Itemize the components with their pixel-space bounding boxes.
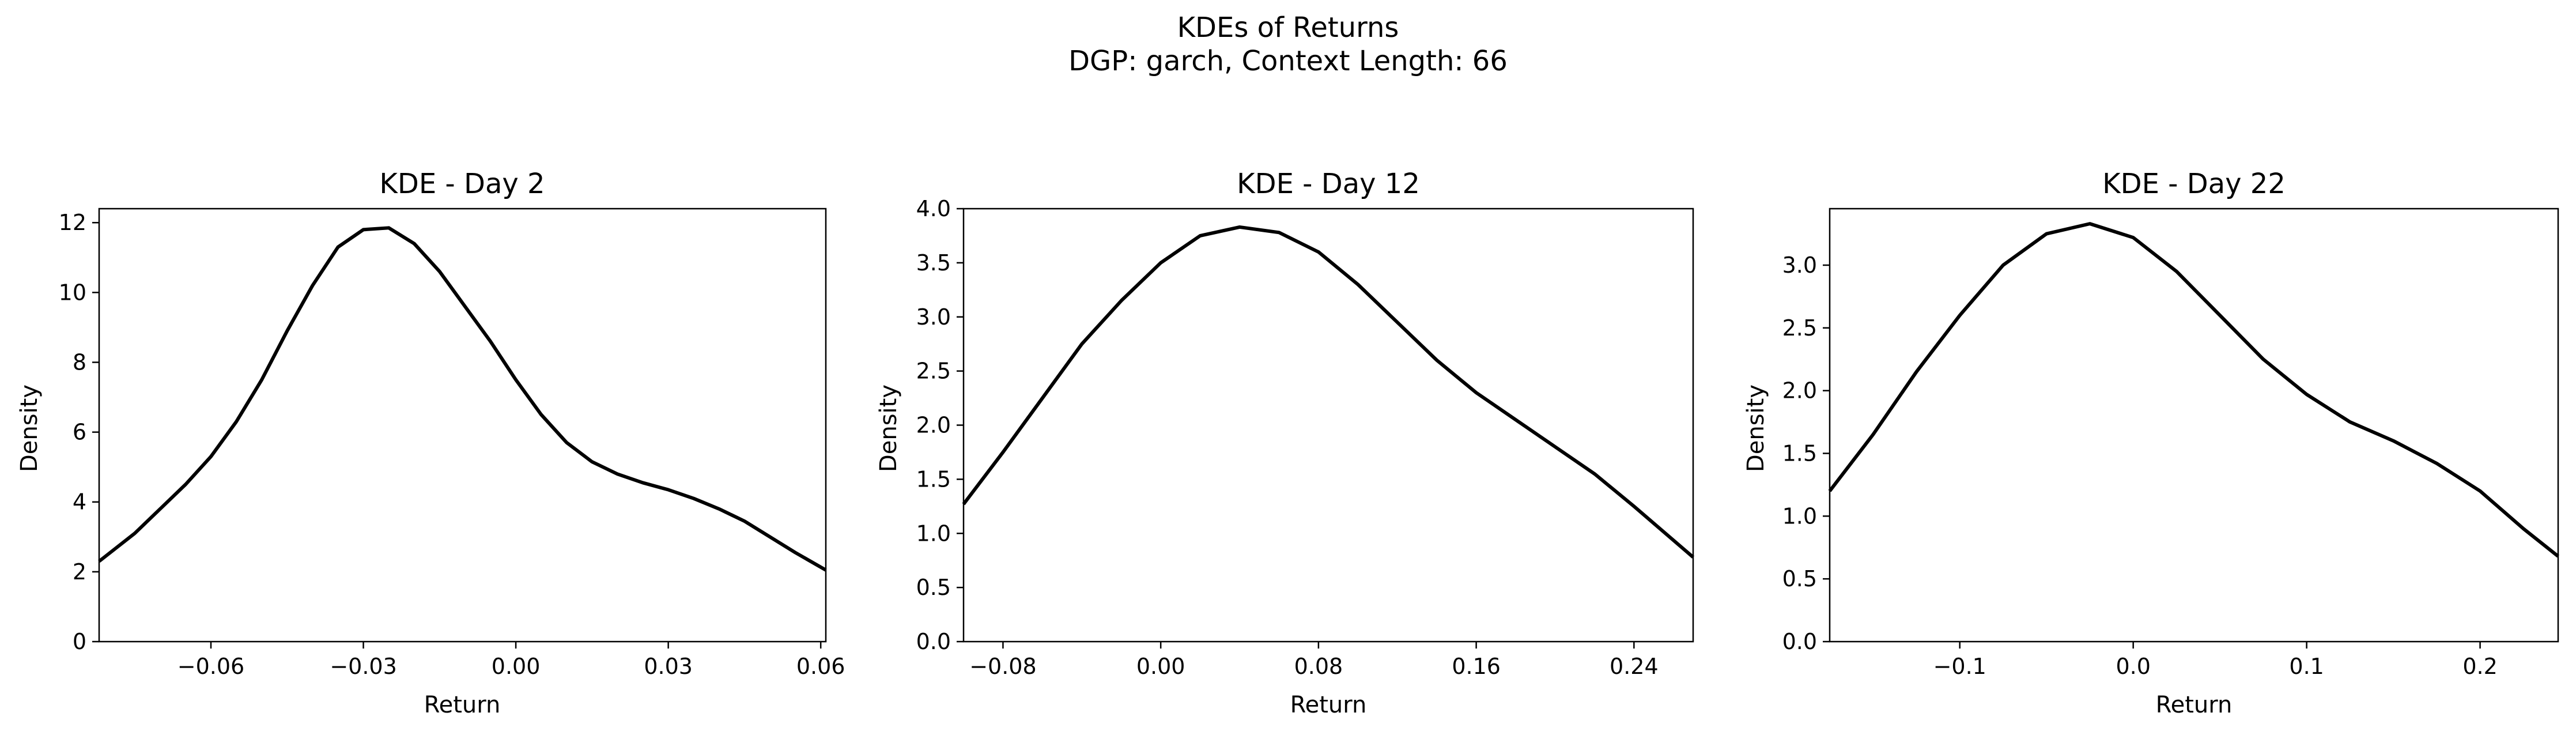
y-tick-label: 4 <box>73 489 86 515</box>
y-tick-label: 0.0 <box>916 629 951 654</box>
x-tick-label: −0.06 <box>177 654 244 679</box>
subplot-title: KDE - Day 2 <box>379 168 545 200</box>
subplot-title: KDE - Day 22 <box>2102 168 2286 200</box>
figure-suptitle-line-2: DGP: garch, Context Length: 66 <box>1068 45 1508 77</box>
y-tick-label: 2.0 <box>1782 378 1817 404</box>
x-axis-label: Return <box>1290 692 1367 718</box>
subplot-title: KDE - Day 12 <box>1237 168 1420 200</box>
subplot-day-12: KDE - Day 12 Return Density −0.08 0.00 0.0… <box>875 168 1694 718</box>
x-tick-label: 0.00 <box>492 654 541 679</box>
y-tick-label: 1.0 <box>916 521 951 546</box>
y-tick-label: 10 <box>59 280 86 305</box>
x-tick-label: 0.0 <box>2116 654 2150 679</box>
x-axis-label: Return <box>424 692 501 718</box>
y-tick-label: 1.5 <box>916 466 951 492</box>
y-tick-label: 3.0 <box>916 304 951 330</box>
x-tick-label: 0.2 <box>2462 654 2497 679</box>
x-tick-label: 0.00 <box>1136 654 1185 679</box>
y-tick-label: 0 <box>73 629 86 654</box>
axes-frame <box>962 208 1694 643</box>
y-tick-label: 8 <box>73 349 86 375</box>
x-tick-label: −0.03 <box>330 654 396 679</box>
y-tick-label: 3.5 <box>916 250 951 276</box>
x-axis-label: Return <box>2156 692 2233 718</box>
y-axis-label: Density <box>875 385 902 472</box>
y-tick-label: 0.5 <box>916 575 951 600</box>
y-tick-label: 12 <box>59 210 86 235</box>
kde-line-series-0 <box>98 226 827 572</box>
y-tick-label: 6 <box>73 420 86 445</box>
y-tick-label: 1.0 <box>1782 503 1817 529</box>
y-axis-label: Density <box>1743 385 1769 472</box>
x-tick-label: 0.06 <box>796 654 845 679</box>
y-tick-label: 4.0 <box>916 196 951 221</box>
y-tick-label: 0.0 <box>1782 629 1817 654</box>
kde-line-series-0 <box>962 225 1694 559</box>
y-tick-label: 2.5 <box>1782 315 1817 341</box>
x-tick-label: −0.08 <box>969 654 1036 679</box>
y-tick-label: 2.5 <box>916 359 951 384</box>
x-tick-label: 0.16 <box>1452 654 1501 679</box>
y-tick-label: 3.0 <box>1782 252 1817 278</box>
axes-frame <box>1829 208 2559 643</box>
x-tick-label: −0.1 <box>1933 654 1986 679</box>
x-tick-label: 0.08 <box>1294 654 1343 679</box>
y-tick-label: 0.5 <box>1782 566 1817 591</box>
figure-suptitle-line-1: KDEs of Returns <box>1177 12 1399 44</box>
x-tick-label: 0.24 <box>1610 654 1659 679</box>
y-tick-label: 2 <box>73 559 86 585</box>
kde-line-series-0 <box>1828 222 2559 558</box>
x-tick-label: 0.1 <box>2289 654 2324 679</box>
axes-frame <box>98 208 827 643</box>
subplot-day-22: KDE - Day 22 Return Density −0.1 0.0 0.1 0.… <box>1743 168 2559 718</box>
subplot-day-2: KDE - Day 2 Return Density −0.06 −0.03 0.0… <box>16 168 845 718</box>
y-tick-label: 2.0 <box>916 413 951 438</box>
y-tick-label: 1.5 <box>1782 440 1817 466</box>
y-axis-label: Density <box>16 385 43 472</box>
x-tick-label: 0.03 <box>644 654 693 679</box>
